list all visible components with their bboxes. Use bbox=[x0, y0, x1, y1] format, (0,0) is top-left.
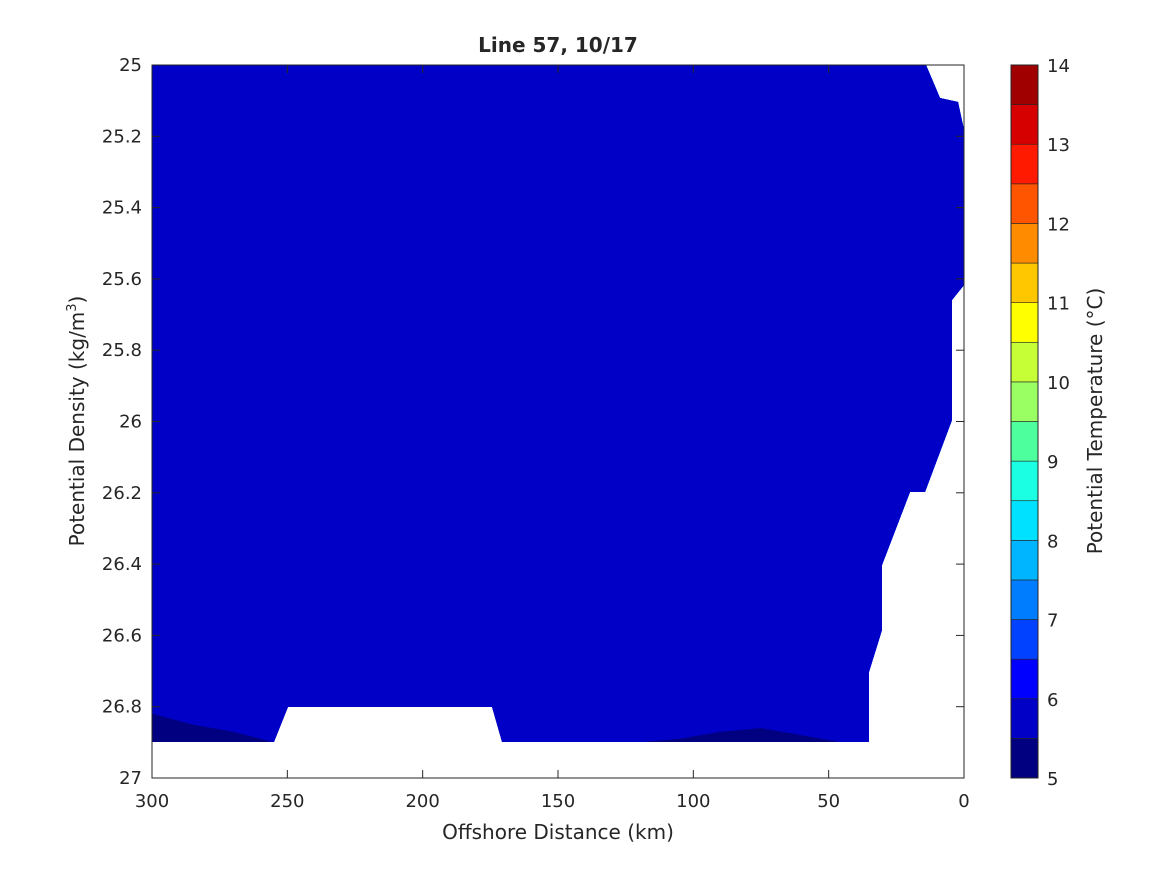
y-axis-label: Potential Density (kg/m3) bbox=[65, 296, 89, 547]
chart-title: Line 57, 10/17 bbox=[478, 33, 638, 57]
colorbar-tick-label: 14 bbox=[1047, 56, 1070, 77]
colorbar-segment bbox=[1010, 500, 1039, 541]
y-axis-label-end: ) bbox=[65, 296, 89, 304]
colorbar-segment bbox=[1010, 421, 1039, 462]
colorbar-segment bbox=[1010, 143, 1039, 185]
colorbar-frame bbox=[1010, 64, 1039, 779]
x-tick-label: 200 bbox=[405, 791, 439, 812]
colorbar: 5 6 7 8 9 10 11 12 13 14 bbox=[1010, 56, 1070, 790]
y-axis-label-superscript: 3 bbox=[65, 303, 80, 311]
colorbar-segment bbox=[1010, 302, 1039, 343]
colorbar-segment bbox=[1010, 381, 1039, 422]
colorbar-tick-label: 13 bbox=[1047, 135, 1070, 156]
y-tick-label: 25 bbox=[119, 55, 142, 76]
colorbar-segment bbox=[1010, 460, 1039, 502]
x-tick-label: 250 bbox=[270, 791, 304, 812]
y-tick-label: 26.2 bbox=[102, 483, 142, 504]
colorbar-segment bbox=[1010, 540, 1039, 581]
colorbar-tick-label: 11 bbox=[1047, 294, 1070, 315]
y-tick-label: 26.6 bbox=[102, 625, 142, 646]
colorbar-segment bbox=[1010, 341, 1039, 383]
colorbar-segment bbox=[1010, 579, 1039, 620]
y-tick-label: 25.6 bbox=[102, 269, 142, 290]
x-tick-label: 0 bbox=[958, 791, 969, 812]
colorbar-segment bbox=[1010, 619, 1039, 660]
x-tick-label: 100 bbox=[676, 791, 710, 812]
contour-band-6 bbox=[152, 65, 964, 742]
colorbar-segment bbox=[1010, 104, 1039, 145]
y-axis-label-main: Potential Density (kg/m bbox=[65, 312, 89, 547]
x-tick-label: 50 bbox=[817, 791, 840, 812]
y-axis-ticks: 25 25.2 25.4 25.6 25.8 26 26.2 26.4 26.6 26.8 27 bbox=[102, 55, 964, 789]
y-tick-label: 25.2 bbox=[102, 126, 142, 147]
colorbar-tick-label: 9 bbox=[1047, 452, 1058, 473]
colorbar-tick-label: 10 bbox=[1047, 373, 1070, 394]
colorbar-segment bbox=[1010, 223, 1039, 264]
colorbar-segment bbox=[1010, 658, 1039, 700]
colorbar-tick-label: 6 bbox=[1047, 690, 1058, 711]
colorbar-tick-label: 5 bbox=[1047, 769, 1058, 790]
colorbar-segment bbox=[1010, 183, 1039, 224]
x-tick-label: 150 bbox=[541, 791, 575, 812]
contour-fill-layer bbox=[152, 65, 964, 742]
y-tick-label: 25.4 bbox=[102, 198, 142, 219]
y-tick-label: 26 bbox=[119, 412, 142, 433]
y-tick-label: 26.8 bbox=[102, 697, 142, 718]
x-tick-label: 300 bbox=[135, 791, 169, 812]
colorbar-segment bbox=[1010, 64, 1039, 105]
colorbar-segment bbox=[1010, 262, 1039, 303]
y-tick-label: 27 bbox=[119, 768, 142, 789]
colorbar-tick-label: 8 bbox=[1047, 531, 1058, 552]
colorbar-segment bbox=[1010, 698, 1039, 739]
colorbar-tick-label: 12 bbox=[1047, 214, 1070, 235]
colorbar-segment bbox=[1010, 738, 1039, 779]
colorbar-tick-label: 7 bbox=[1047, 611, 1058, 632]
y-tick-label: 25.8 bbox=[102, 340, 142, 361]
x-axis-label: Offshore Distance (km) bbox=[442, 820, 674, 844]
colorbar-label: Potential Temperature (°C) bbox=[1083, 288, 1107, 555]
x-axis-ticks: 300 250 200 150 100 50 0 bbox=[135, 65, 970, 812]
y-tick-label: 26.4 bbox=[102, 554, 142, 575]
